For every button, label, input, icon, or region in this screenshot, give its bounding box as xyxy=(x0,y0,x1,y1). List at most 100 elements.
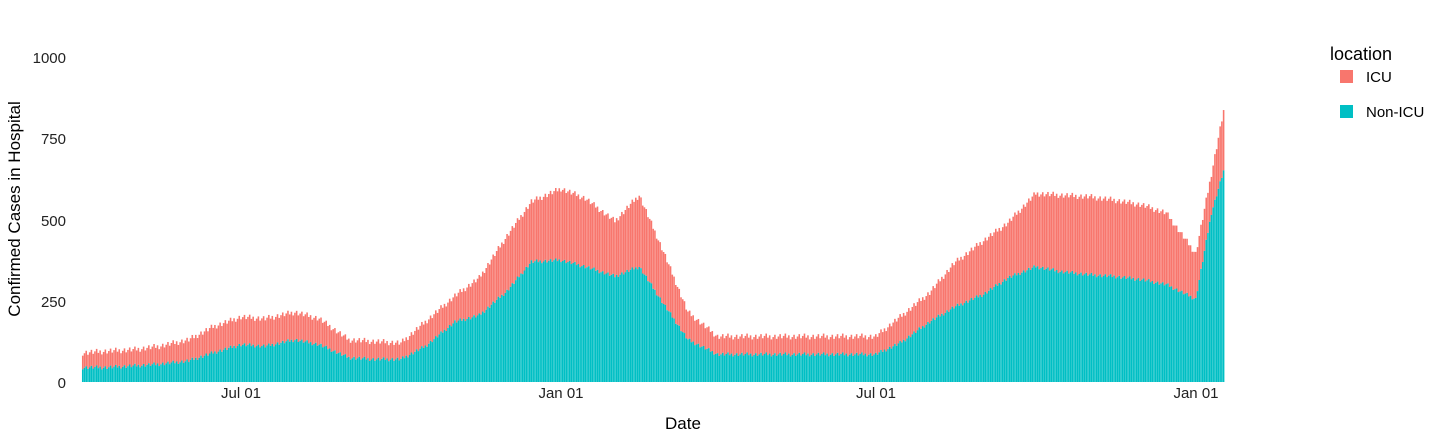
bar-non-icu xyxy=(897,343,900,382)
bar-non-icu xyxy=(384,360,387,382)
bar-icu xyxy=(908,308,910,336)
bar-icu xyxy=(158,349,161,367)
bar-icu xyxy=(417,329,420,352)
bar-icu xyxy=(161,343,164,363)
bar-non-icu xyxy=(302,342,305,382)
bar-non-icu xyxy=(506,289,508,382)
bar-non-icu xyxy=(795,355,797,382)
bar-non-icu xyxy=(236,346,239,382)
bar-icu xyxy=(835,336,837,355)
bar-non-icu xyxy=(702,345,705,382)
bar-non-icu xyxy=(233,345,235,382)
bars-layer xyxy=(81,110,1225,383)
bar-icu xyxy=(840,335,842,354)
bar-icu xyxy=(704,328,707,350)
bar-non-icu xyxy=(382,357,385,382)
bar-icu xyxy=(1010,220,1013,278)
bar-icu xyxy=(972,250,974,301)
bar-icu xyxy=(1055,193,1058,271)
bar-non-icu xyxy=(327,349,329,382)
bar-icu xyxy=(1106,200,1108,278)
bar-non-icu xyxy=(720,354,722,383)
bar-icu xyxy=(428,319,430,344)
bar-non-icu xyxy=(854,354,856,383)
bar-icu xyxy=(848,337,851,355)
bar-non-icu xyxy=(1029,269,1032,382)
bar-icu xyxy=(965,252,967,301)
bar-icu xyxy=(864,335,867,354)
bar-icu xyxy=(1189,245,1192,296)
bar-icu xyxy=(734,337,736,355)
bar-icu xyxy=(1163,214,1166,286)
bar-non-icu xyxy=(92,368,94,382)
bar-icu xyxy=(1128,199,1131,277)
bar-icu xyxy=(330,330,333,352)
bar-non-icu xyxy=(1177,292,1180,382)
bar-non-icu xyxy=(1203,250,1206,382)
bar-icu xyxy=(181,339,183,361)
bar-icu xyxy=(292,315,294,343)
bar-non-icu xyxy=(1120,278,1122,382)
bar-non-icu xyxy=(563,259,566,382)
bar-icu xyxy=(1036,192,1039,267)
bar-icu xyxy=(116,351,119,368)
bar-icu xyxy=(718,338,721,356)
bar-non-icu xyxy=(857,355,860,382)
bar-non-icu xyxy=(285,341,287,382)
bar-non-icu xyxy=(290,339,293,382)
bar-non-icu xyxy=(292,342,294,382)
bar-non-icu xyxy=(184,361,187,382)
bar-icu xyxy=(880,329,882,350)
bar-icu xyxy=(189,338,192,360)
bar-non-icu xyxy=(730,353,733,382)
bar-non-icu xyxy=(422,347,425,382)
bar-icu xyxy=(565,193,567,264)
bar-non-icu xyxy=(483,312,486,382)
bar-icu xyxy=(94,351,96,367)
bar-icu xyxy=(1022,204,1025,271)
bar-icu xyxy=(1175,225,1178,289)
bar-non-icu xyxy=(495,299,498,382)
bar-icu xyxy=(1005,226,1007,281)
bar-non-icu xyxy=(339,352,341,382)
bar-non-icu xyxy=(701,346,703,382)
bar-icu xyxy=(438,309,441,335)
bar-non-icu xyxy=(763,353,766,382)
bar-non-icu xyxy=(782,353,785,382)
bar-icu xyxy=(490,259,493,305)
bar-non-icu xyxy=(1094,274,1096,382)
bar-non-icu xyxy=(175,361,178,382)
bar-non-icu xyxy=(1193,298,1195,382)
bar-icu xyxy=(172,340,174,361)
bar-non-icu xyxy=(478,313,481,382)
bar-icu xyxy=(217,325,220,352)
bar-icu xyxy=(281,312,284,341)
bar-non-icu xyxy=(281,340,284,382)
bar-icu xyxy=(826,335,828,354)
bar-non-icu xyxy=(680,331,682,382)
bar-non-icu xyxy=(772,354,774,382)
bar-icu xyxy=(956,257,959,304)
bar-icu xyxy=(748,337,750,356)
bar-non-icu xyxy=(121,366,124,382)
bar-icu xyxy=(231,321,234,348)
bar-non-icu xyxy=(561,260,564,382)
bar-icu xyxy=(949,267,952,310)
bar-icu xyxy=(360,342,362,360)
bar-icu xyxy=(450,301,453,327)
bar-icu xyxy=(925,296,927,325)
bar-non-icu xyxy=(1163,285,1166,382)
bar-non-icu xyxy=(1121,277,1124,382)
bar-icu xyxy=(993,232,995,287)
bar-icu xyxy=(772,337,774,355)
bar-non-icu xyxy=(923,327,926,382)
bar-non-icu xyxy=(499,297,501,382)
bar-non-icu xyxy=(193,359,195,382)
bar-non-icu xyxy=(351,358,354,382)
bar-icu xyxy=(941,276,943,314)
bar-non-icu xyxy=(115,364,117,382)
bar-icu xyxy=(991,236,994,290)
bar-icu xyxy=(1125,203,1127,279)
bar-non-icu xyxy=(814,355,816,382)
bar-non-icu xyxy=(737,355,740,382)
